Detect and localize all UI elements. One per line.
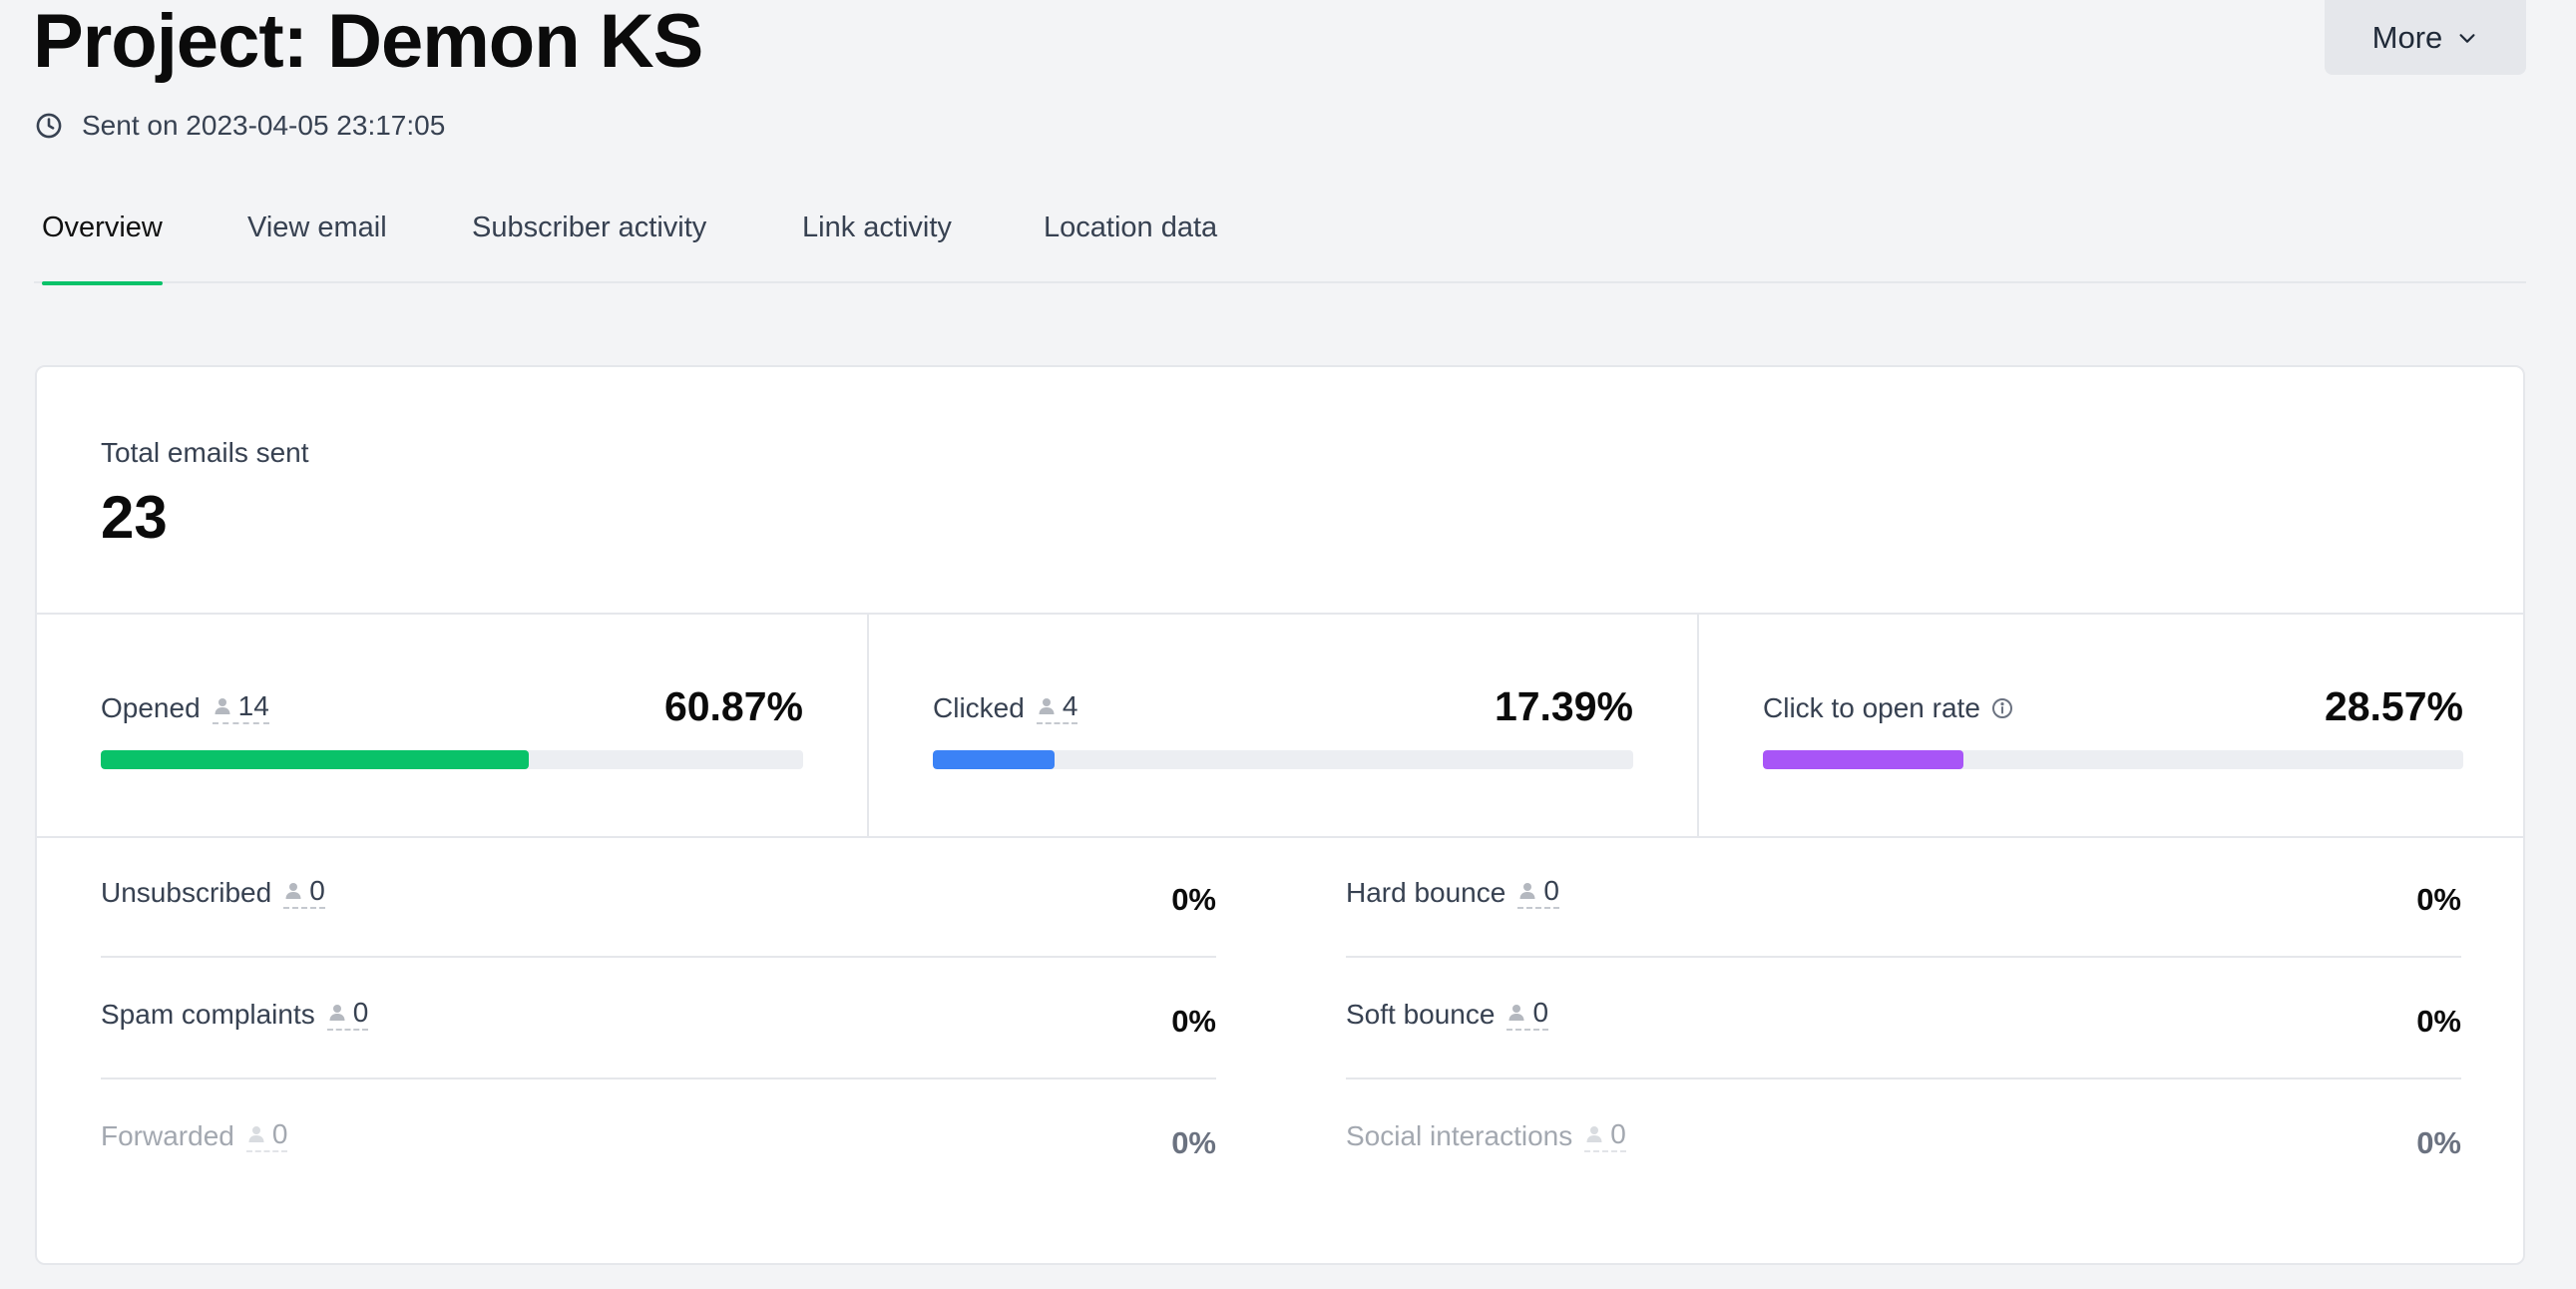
clock-icon	[35, 112, 63, 140]
stat-label-text: Soft bounce	[1346, 998, 1496, 1030]
person-icon	[283, 881, 303, 901]
stat-percent: 0%	[2416, 1125, 2461, 1160]
progress-bar	[933, 750, 1633, 769]
progress-bar	[101, 750, 803, 769]
stat-count: 0	[245, 1118, 288, 1152]
total-emails-block: Total emails sent 23	[101, 435, 309, 551]
count-value: 0	[352, 997, 369, 1028]
stat-count: 0	[1584, 1119, 1626, 1152]
page-title: Project: Demon KS	[33, 0, 703, 84]
divider	[867, 615, 869, 836]
divider	[37, 613, 2523, 615]
total-emails-label: Total emails sent	[101, 437, 309, 468]
count-value: 4	[1062, 690, 1078, 721]
progress-bar	[1763, 750, 2463, 769]
metric-label-text: Opened	[101, 691, 201, 723]
stat-count[interactable]: 0	[1506, 997, 1549, 1031]
stat-count[interactable]: 0	[283, 876, 325, 909]
sent-info: Sent on 2023-04-05 23:17:05	[35, 108, 445, 144]
person-icon	[327, 1003, 347, 1023]
metric-label: Clicked 4	[933, 690, 1078, 724]
tab-view-email[interactable]: View email	[247, 212, 387, 243]
stat-label-text: Unsubscribed	[101, 876, 272, 908]
count-value: 0	[1543, 875, 1559, 906]
metric-clicked: Clicked 4 17.39%	[869, 615, 1697, 836]
divider	[37, 836, 2523, 838]
chevron-down-icon	[2456, 27, 2478, 49]
tab-link-activity[interactable]: Link activity	[802, 212, 952, 243]
metric-percent: 28.57%	[2324, 683, 2463, 729]
stat-percent: 0%	[1171, 1004, 1216, 1039]
tab-bar: Overview View email Subscriber activity …	[34, 188, 2526, 285]
person-icon	[246, 1124, 266, 1144]
stats-left: Unsubscribed 0 0% Spam complaints	[101, 836, 1216, 1201]
person-icon	[213, 696, 232, 716]
stat-row-social-interactions: Social interactions 0 0%	[1346, 1079, 2461, 1201]
stat-label: Spam complaints 0	[101, 997, 369, 1031]
stat-percent: 0%	[2416, 1004, 2461, 1039]
count-value: 0	[1532, 997, 1549, 1028]
stat-row-forwarded: Forwarded 0 0%	[101, 1079, 1216, 1201]
metric-label: Opened 14	[101, 691, 269, 724]
info-icon[interactable]	[1990, 696, 2014, 720]
metric-head: Opened 14 60.87%	[101, 676, 803, 730]
person-icon	[1517, 881, 1537, 901]
stat-row-soft-bounce: Soft bounce 0 0%	[1346, 958, 2461, 1079]
tab-overview[interactable]: Overview	[42, 188, 163, 285]
progress-fill	[101, 750, 529, 769]
metric-opened: Opened 14 60.87%	[37, 615, 867, 836]
stat-label: Social interactions 0	[1346, 1119, 1626, 1152]
report-card: Total emails sent 23 Opened 14 60.87%	[35, 365, 2525, 1265]
count-value: 14	[237, 690, 269, 721]
metric-head: Click to open rate 28.57%	[1763, 676, 2463, 730]
more-button-label: More	[2371, 19, 2443, 55]
stat-percent: 0%	[2416, 882, 2461, 917]
clicked-count[interactable]: 4	[1036, 690, 1078, 724]
stat-count[interactable]: 0	[1517, 876, 1559, 909]
metric-head: Clicked 4 17.39%	[933, 676, 1633, 730]
stat-count[interactable]: 0	[326, 997, 369, 1031]
opened-count[interactable]: 14	[212, 690, 269, 724]
person-icon	[1584, 1124, 1604, 1144]
stat-label: Forwarded 0	[101, 1118, 288, 1152]
stat-row-spam-complaints: Spam complaints 0 0%	[101, 958, 1216, 1079]
metric-label: Click to open rate	[1763, 692, 2014, 724]
stat-percent: 0%	[1171, 882, 1216, 917]
person-icon	[1037, 696, 1057, 716]
stat-label-text: Social interactions	[1346, 1119, 1573, 1151]
stat-label: Hard bounce 0	[1346, 876, 1559, 909]
stat-label-text: Spam complaints	[101, 998, 315, 1030]
sent-date-text: Sent on 2023-04-05 23:17:05	[82, 110, 446, 141]
stat-row-hard-bounce: Hard bounce 0 0%	[1346, 836, 2461, 958]
stat-label-text: Forwarded	[101, 1119, 234, 1151]
tab-location-data[interactable]: Location data	[1044, 212, 1218, 243]
stat-percent: 0%	[1171, 1125, 1216, 1160]
more-button[interactable]: More	[2325, 0, 2526, 75]
metric-percent: 17.39%	[1494, 683, 1633, 729]
stat-label-text: Hard bounce	[1346, 876, 1506, 908]
stat-row-unsubscribed: Unsubscribed 0 0%	[101, 836, 1216, 958]
stat-label: Unsubscribed 0	[101, 876, 325, 909]
stats-right: Hard bounce 0 0% Soft bounce	[1346, 836, 2461, 1201]
divider	[1697, 615, 1699, 836]
count-value: 0	[271, 1118, 288, 1149]
metric-label-text: Click to open rate	[1763, 692, 1980, 723]
tab-subscriber-activity[interactable]: Subscriber activity	[472, 212, 707, 243]
progress-fill	[933, 750, 1056, 769]
total-emails-value: 23	[101, 484, 168, 551]
progress-fill	[1763, 750, 1963, 769]
stat-label: Soft bounce 0	[1346, 997, 1549, 1031]
metric-percent: 60.87%	[663, 683, 803, 729]
count-value: 0	[309, 875, 325, 906]
metric-label-text: Clicked	[933, 691, 1025, 723]
metric-click-to-open-rate: Click to open rate 28.57%	[1699, 615, 2527, 836]
person-icon	[1506, 1003, 1526, 1023]
count-value: 0	[1610, 1118, 1626, 1149]
